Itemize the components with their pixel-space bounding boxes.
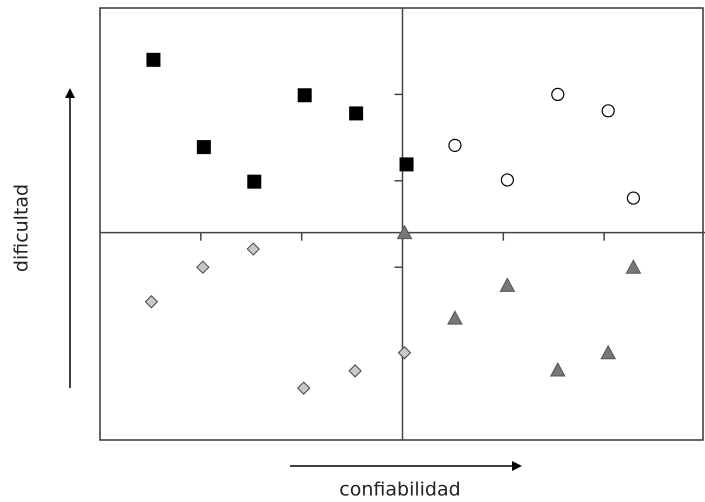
point-circle xyxy=(601,104,615,118)
point-diamond xyxy=(296,381,311,395)
point-triangle xyxy=(447,310,463,325)
point-diamond xyxy=(246,242,260,256)
point-triangle xyxy=(600,344,617,360)
point-triangle xyxy=(549,361,566,377)
x-axis-label: confiabilidad xyxy=(339,479,460,501)
point-triangle xyxy=(625,259,642,274)
point-square xyxy=(247,174,262,189)
point-square xyxy=(349,106,364,121)
point-circle xyxy=(448,138,462,152)
point-diamond xyxy=(144,295,159,309)
point-square xyxy=(297,88,312,103)
point-square xyxy=(146,52,161,67)
point-circle xyxy=(500,173,514,187)
point-circle xyxy=(626,191,641,205)
point-triangle xyxy=(499,277,516,292)
plot-frame xyxy=(99,7,704,441)
point-square xyxy=(399,157,414,172)
point-diamond xyxy=(348,364,362,378)
point-triangle xyxy=(396,224,413,240)
point-circle xyxy=(551,87,565,102)
point-diamond xyxy=(196,260,210,274)
point-square xyxy=(196,140,211,155)
y-axis-label: dificultad xyxy=(11,184,33,272)
point-diamond xyxy=(397,346,412,360)
